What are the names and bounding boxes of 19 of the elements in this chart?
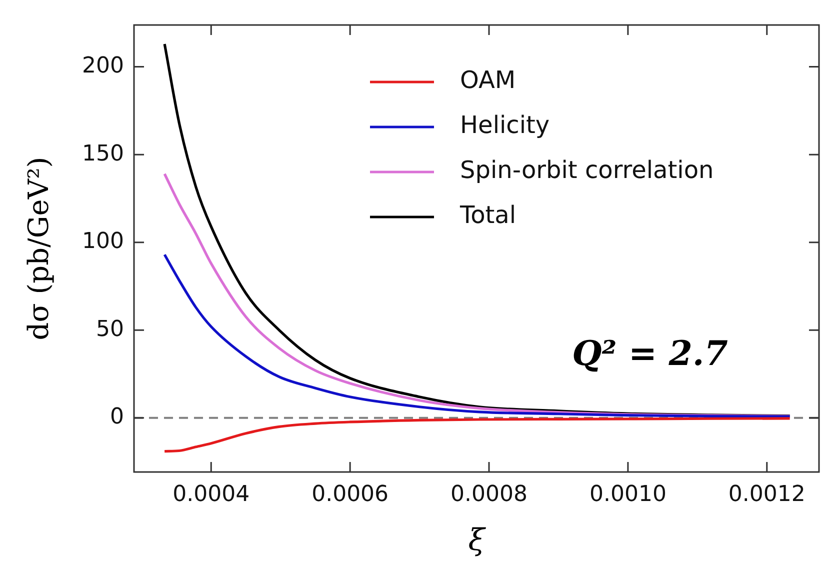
legend-label: Spin-orbit correlation (460, 156, 714, 184)
y-tick-label: 100 (82, 229, 124, 254)
y-axis-title: dσ (pb/GeV²) (22, 156, 55, 340)
legend-label: Helicity (460, 111, 550, 140)
y-tick-label: 0 (110, 404, 124, 430)
x-tick-label: 0.0006 (312, 482, 389, 507)
x-tick-label: 0.0004 (172, 482, 250, 507)
annotation: Q² = 2.7 (572, 334, 728, 374)
y-tick-label: 200 (82, 54, 124, 79)
x-axis-title: ξ (468, 523, 486, 558)
x-tick-label: 0.0012 (728, 482, 806, 507)
legend-label: OAM (460, 66, 516, 94)
x-tick-label: 0.0008 (450, 482, 528, 507)
line-series (163, 417, 792, 453)
line-series (163, 253, 792, 418)
legend-label: Total (459, 201, 516, 230)
y-tick-label: 150 (82, 141, 124, 166)
x-tick-label: 0.0010 (589, 482, 666, 507)
y-tick-label: 50 (96, 316, 124, 342)
